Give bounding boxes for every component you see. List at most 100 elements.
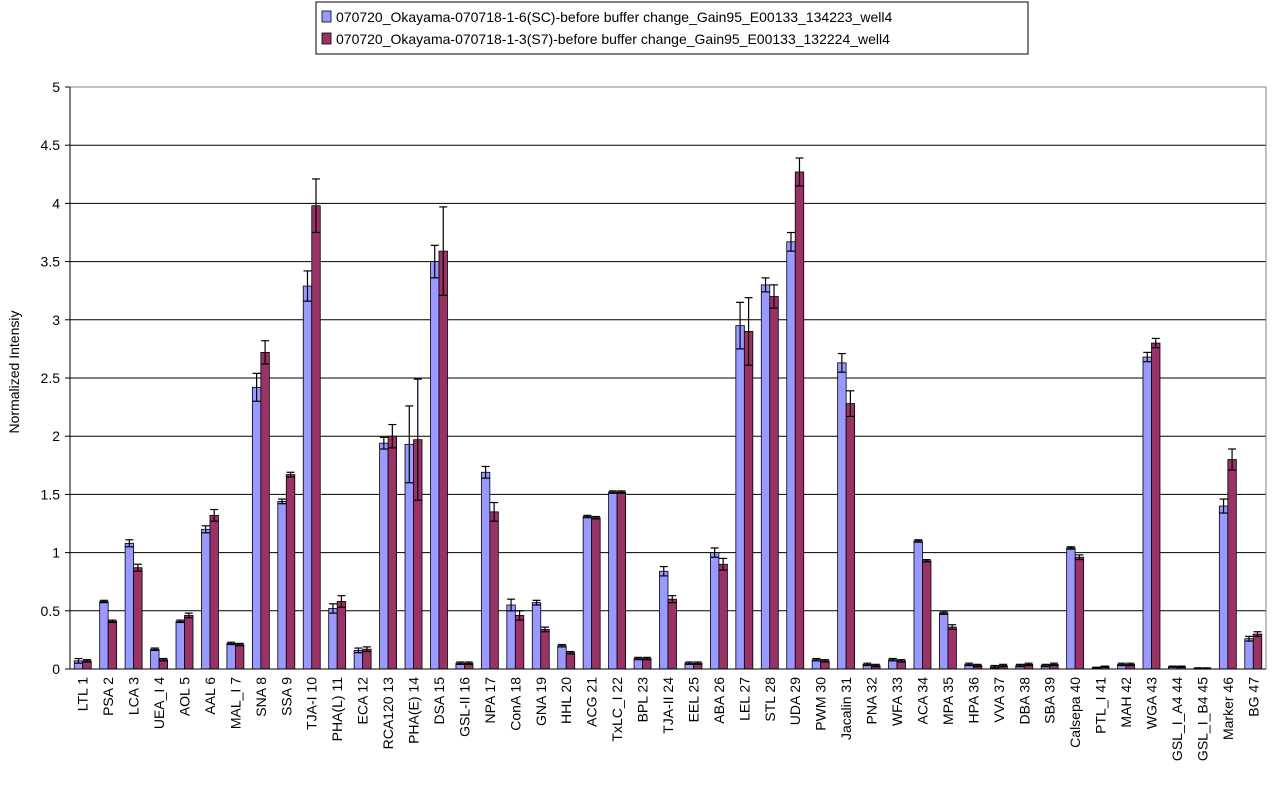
bar-series-1	[939, 612, 949, 670]
x-tick-label: HPA 36	[965, 677, 981, 724]
x-tick-label: Calsepa 40	[1067, 677, 1083, 748]
legend-swatch	[321, 10, 332, 23]
x-tick-label: HHL 20	[558, 677, 574, 724]
bar-series-2	[209, 514, 219, 670]
x-tick-label: VVA 37	[991, 677, 1007, 723]
x-tick-label: PSA 2	[100, 677, 116, 716]
bars	[73, 171, 1263, 670]
error-bars	[74, 157, 1262, 670]
bar-series-1	[735, 325, 745, 670]
x-tick-label: GSL-II 16	[456, 677, 472, 737]
x-tick-label: AAL 6	[202, 677, 218, 715]
bar-series-1	[251, 386, 262, 670]
legend-swatch	[321, 32, 332, 45]
x-tick-label: PNA 32	[864, 677, 880, 725]
x-tick-labels: LTL 1 PSA 2 LCA 3 UEA_I 4 AOL 5 AAL 6 MAL_I 7 S…	[75, 677, 1262, 761]
x-tick-label: BPL 23	[635, 677, 651, 723]
bar-series-2	[1252, 633, 1263, 670]
x-tick-label: UDA 29	[787, 677, 803, 725]
legend-entry-label: 070720_Okayama-070718-1-6(SC)-before buf…	[336, 9, 892, 25]
x-tick-label: PHA(E) 14	[406, 677, 422, 744]
bar-series-2	[845, 403, 856, 670]
bar-series-1	[1244, 638, 1254, 670]
bar-series-1	[1066, 547, 1076, 670]
bar-series-2	[1227, 459, 1237, 670]
x-tick-label: WFA 33	[889, 677, 905, 726]
bar-series-2	[1151, 342, 1161, 670]
bar-series-1	[99, 601, 109, 670]
bar-series-2	[667, 598, 677, 670]
bar-series-2	[743, 331, 754, 670]
x-tick-label: WGA 43	[1143, 677, 1159, 729]
y-axis-label: Normalized Intensiy	[6, 311, 22, 434]
bar-series-2	[718, 563, 728, 670]
x-tick-label: PWM 30	[813, 677, 829, 731]
x-tick-label: Jacalin 31	[838, 677, 854, 740]
bar-series-2	[616, 491, 627, 670]
bar-series-1	[709, 552, 720, 670]
bar-series-2	[235, 644, 245, 670]
bar-series-2	[1074, 556, 1085, 670]
x-tick-label: UEA_I 4	[151, 677, 167, 729]
bar-series-2	[311, 205, 321, 670]
y-tick-label: 5	[52, 79, 60, 95]
x-tick-label: PHA(L) 11	[329, 677, 345, 742]
bar-series-2	[387, 435, 397, 670]
bar-series-1	[379, 442, 389, 670]
x-tick-label: SSA 9	[278, 677, 294, 716]
x-tick-label: MAH 42	[1118, 677, 1134, 728]
y-tick-label: 1	[52, 545, 60, 561]
x-tick-label: TJA-II 24	[660, 677, 676, 734]
x-tick-label: NPA 17	[482, 677, 498, 724]
bar-series-2	[438, 250, 448, 670]
bar-series-2	[107, 620, 118, 670]
bar-series-2	[794, 171, 805, 670]
bar-series-2	[591, 517, 601, 670]
bar-series-1	[201, 528, 211, 670]
bar-series-2	[565, 652, 576, 670]
x-tick-label: GNA 19	[533, 677, 549, 726]
x-tick-label: DSA 15	[431, 677, 447, 725]
x-tick-label: ConA 18	[507, 677, 523, 731]
x-tick-label: MAL_I 7	[227, 677, 243, 729]
bar-series-1	[302, 285, 313, 670]
x-tick-label: TJA-I 10	[304, 677, 320, 730]
bar-series-1	[913, 540, 923, 670]
x-tick-label: TxLC_I 22	[609, 677, 625, 742]
bar-series-1	[1142, 356, 1152, 670]
x-tick-label: SBA 39	[1042, 677, 1058, 724]
bar-series-1	[480, 471, 491, 670]
bar-series-2	[260, 351, 270, 670]
bar-series-1	[786, 241, 796, 670]
bar-series-1	[837, 362, 847, 670]
bar-series-1	[328, 608, 338, 670]
x-tick-label: Marker 46	[1220, 677, 1236, 740]
x-tick-label: ACG 21	[584, 677, 600, 727]
bar-series-2	[133, 567, 143, 670]
bar-series-1	[150, 648, 160, 670]
x-tick-label: LCA 3	[126, 677, 142, 715]
y-tick-label: 4.5	[41, 137, 61, 153]
x-tick-label: ABA 26	[711, 677, 727, 724]
x-tick-label: LEL 27	[736, 677, 752, 721]
bar-series-1	[226, 642, 236, 670]
bar-series-2	[540, 629, 550, 670]
y-tick-label: 3.5	[41, 254, 61, 270]
y-tick-label: 3	[52, 312, 60, 328]
y-tick-labels: 0 0.5 1 1.5 2 2.5 3 3.5 4 4.5 5	[41, 79, 61, 677]
x-tick-label: STL 28	[762, 677, 778, 722]
x-tick-label: SNA 8	[253, 677, 269, 717]
bar-series-1	[1218, 505, 1229, 670]
bar-series-1	[557, 645, 567, 670]
y-tick-label: 0	[52, 661, 60, 677]
bar-series-1	[277, 500, 287, 670]
bar-series-2	[489, 511, 499, 670]
bar-series-1	[124, 542, 135, 670]
x-tick-label: EEL 25	[685, 677, 701, 723]
bar-series-1	[506, 604, 516, 670]
bar-series-2	[922, 560, 932, 670]
x-tick-label: RCA120 13	[380, 677, 396, 750]
x-tick-label: ECA 12	[355, 677, 371, 725]
